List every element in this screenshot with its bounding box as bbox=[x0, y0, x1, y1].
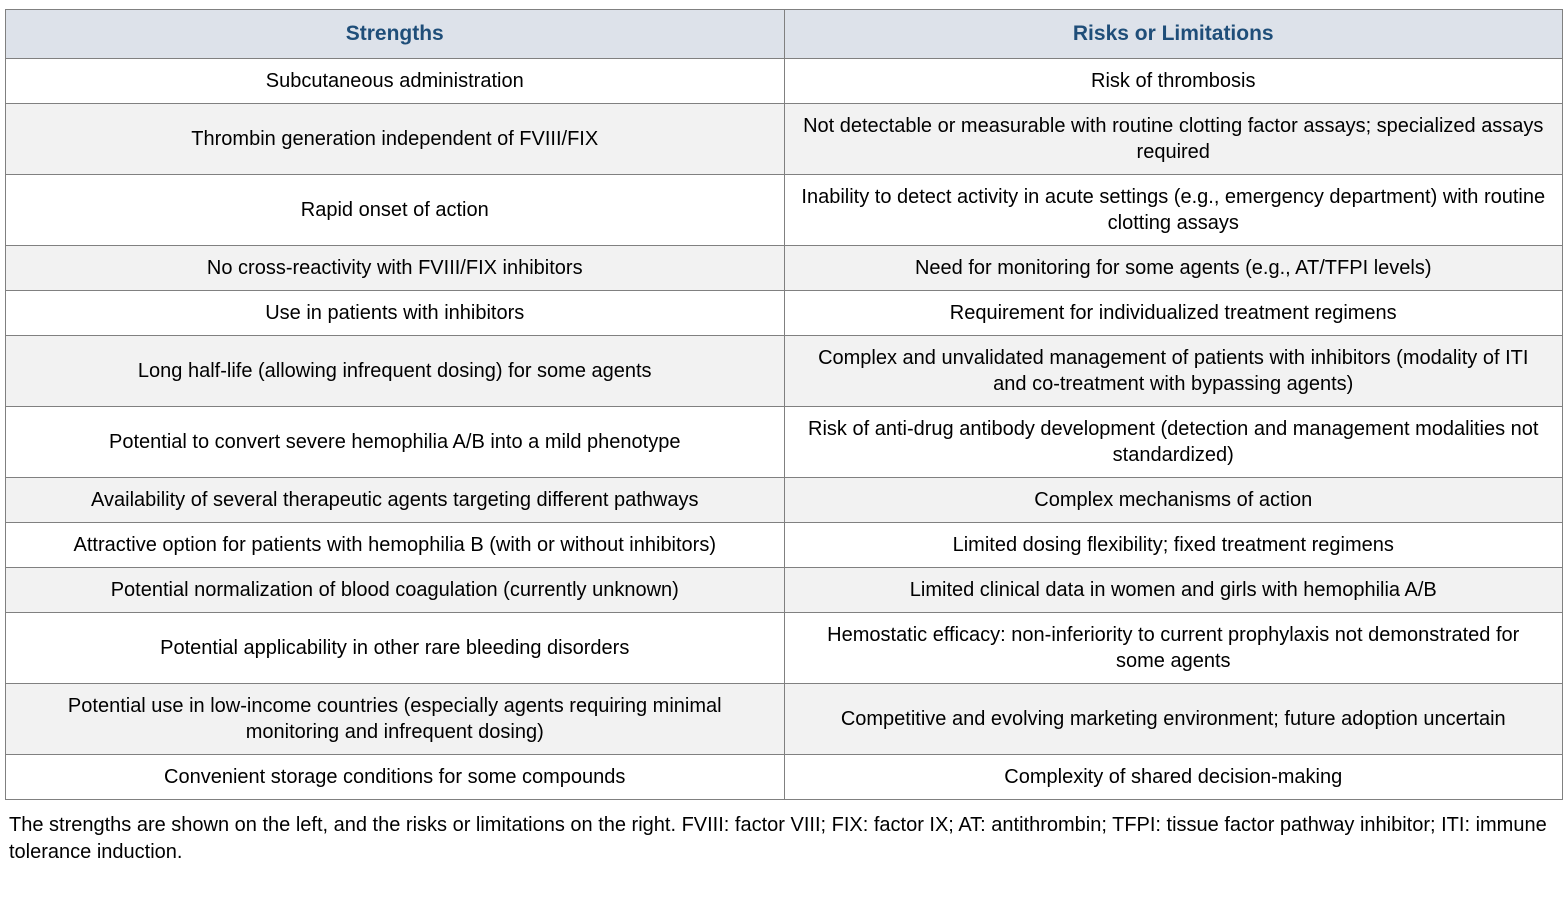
table-cell-risk: Inability to detect activity in acute se… bbox=[783, 174, 1563, 246]
table-body: Subcutaneous administration Risk of throm… bbox=[5, 58, 1563, 800]
table-row: Rapid onset of action Inability to detect… bbox=[5, 174, 1563, 246]
table-cell-strength: Long half-life (allowing infrequent dosi… bbox=[5, 335, 785, 407]
table-row: Convenient storage conditions for some c… bbox=[5, 754, 1563, 800]
table-row: No cross-reactivity with FVIII/FIX inhib… bbox=[5, 245, 1563, 291]
table-row: Use in patients with inhibitors Requireme… bbox=[5, 290, 1563, 336]
table-row: Potential to convert severe hemophilia A… bbox=[5, 406, 1563, 478]
table-cell-strength: Attractive option for patients with hemo… bbox=[5, 522, 785, 568]
table-cell-strength: Convenient storage conditions for some c… bbox=[5, 754, 785, 800]
table-row: Long half-life (allowing infrequent dosi… bbox=[5, 335, 1563, 407]
table-cell-risk: Requirement for individualized treatment… bbox=[783, 290, 1563, 336]
table-cell-risk: Need for monitoring for some agents (e.g… bbox=[783, 245, 1563, 291]
table-cell-risk: Complex and unvalidated management of pa… bbox=[783, 335, 1563, 407]
table-cell-strength: Potential to convert severe hemophilia A… bbox=[5, 406, 785, 478]
table-row: Subcutaneous administration Risk of throm… bbox=[5, 58, 1563, 104]
table-header: Strengths Risks or Limitations bbox=[5, 9, 1563, 59]
table-cell-strength: No cross-reactivity with FVIII/FIX inhib… bbox=[5, 245, 785, 291]
table-cell-strength: Thrombin generation independent of FVIII… bbox=[5, 103, 785, 175]
table-row: Thrombin generation independent of FVIII… bbox=[5, 103, 1563, 175]
table-cell-risk: Hemostatic efficacy: non-inferiority to … bbox=[783, 612, 1563, 684]
table-cell-strength: Rapid onset of action bbox=[5, 174, 785, 246]
table-row: Availability of several therapeutic agen… bbox=[5, 477, 1563, 523]
table-caption: The strengths are shown on the left, and… bbox=[9, 814, 1547, 863]
table-cell-strength: Use in patients with inhibitors bbox=[5, 290, 785, 336]
table-cell-strength: Potential normalization of blood coagula… bbox=[5, 567, 785, 613]
table-row: Potential use in low-income countries (e… bbox=[5, 683, 1563, 755]
column-header-risks: Risks or Limitations bbox=[783, 9, 1563, 59]
table-cell-risk: Complex mechanisms of action bbox=[783, 477, 1563, 523]
table-cell-strength: Potential applicability in other rare bl… bbox=[5, 612, 785, 684]
strengths-risks-table: Strengths Risks or Limitations Subcutane… bbox=[5, 9, 1563, 800]
table-cell-risk: Limited clinical data in women and girls… bbox=[783, 567, 1563, 613]
header-row: Strengths Risks or Limitations bbox=[5, 9, 1563, 59]
column-header-strengths: Strengths bbox=[5, 9, 785, 59]
table-cell-strength: Subcutaneous administration bbox=[5, 58, 785, 104]
table-cell-risk: Not detectable or measurable with routin… bbox=[783, 103, 1563, 175]
table-cell-strength: Potential use in low-income countries (e… bbox=[5, 683, 785, 755]
table-cell-risk: Complexity of shared decision-making bbox=[783, 754, 1563, 800]
table-cell-risk: Risk of anti-drug antibody development (… bbox=[783, 406, 1563, 478]
table-row: Potential applicability in other rare bl… bbox=[5, 612, 1563, 684]
table-cell-risk: Limited dosing flexibility; fixed treatm… bbox=[783, 522, 1563, 568]
table-row: Attractive option for patients with hemo… bbox=[5, 522, 1563, 568]
table-cell-risk: Risk of thrombosis bbox=[783, 58, 1563, 104]
table-cell-risk: Competitive and evolving marketing envir… bbox=[783, 683, 1563, 755]
table-row: Potential normalization of blood coagula… bbox=[5, 567, 1563, 613]
table-cell-strength: Availability of several therapeutic agen… bbox=[5, 477, 785, 523]
